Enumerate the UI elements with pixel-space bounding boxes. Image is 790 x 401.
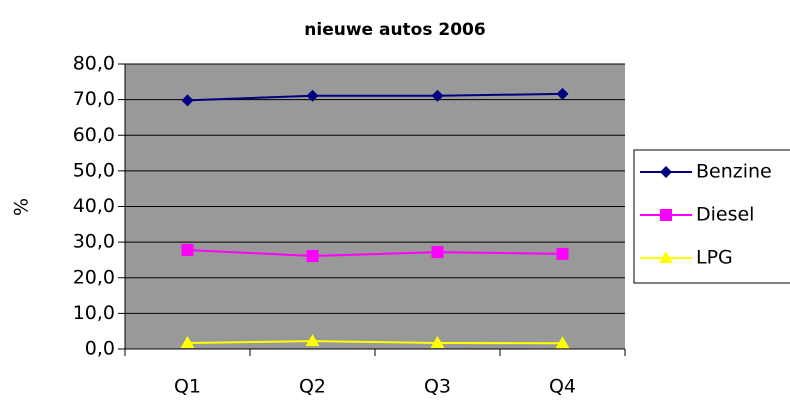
x-tick-label: Q1 [174, 376, 201, 398]
y-axis-label: % [11, 198, 33, 216]
marker [431, 89, 444, 102]
marker [430, 335, 445, 348]
chart-title: nieuwe autos 2006 [304, 20, 485, 40]
marker [660, 209, 672, 221]
marker [431, 246, 444, 259]
marker [305, 334, 320, 347]
y-tick-label: 70,0 [73, 88, 115, 110]
legend-label: Diesel [696, 204, 754, 226]
y-tick-label: 0,0 [85, 338, 115, 360]
marker [306, 89, 319, 102]
y-tick-label: 40,0 [73, 195, 115, 217]
marker [660, 166, 672, 178]
legend-label: LPG [696, 247, 733, 269]
series-line [187, 92, 563, 102]
x-tick-label: Q2 [299, 376, 326, 398]
marker [306, 250, 319, 263]
legend-label: Benzine [696, 161, 772, 183]
x-tick-label: Q3 [424, 376, 451, 398]
y-tick-label: 20,0 [73, 266, 115, 288]
y-tick-label: 80,0 [73, 53, 115, 75]
marker [181, 243, 194, 256]
y-tick-label: 30,0 [73, 231, 115, 253]
y-tick-label: 50,0 [73, 159, 115, 181]
marker [659, 251, 673, 263]
marker [181, 94, 194, 107]
marker [555, 336, 570, 349]
y-tick-label: 10,0 [73, 302, 115, 324]
marker [556, 247, 569, 260]
x-tick-label: Q4 [549, 376, 576, 398]
marker [556, 87, 569, 100]
marker [180, 335, 195, 348]
series-line [187, 340, 563, 345]
series-line [187, 248, 563, 258]
y-tick-label: 60,0 [73, 124, 115, 146]
